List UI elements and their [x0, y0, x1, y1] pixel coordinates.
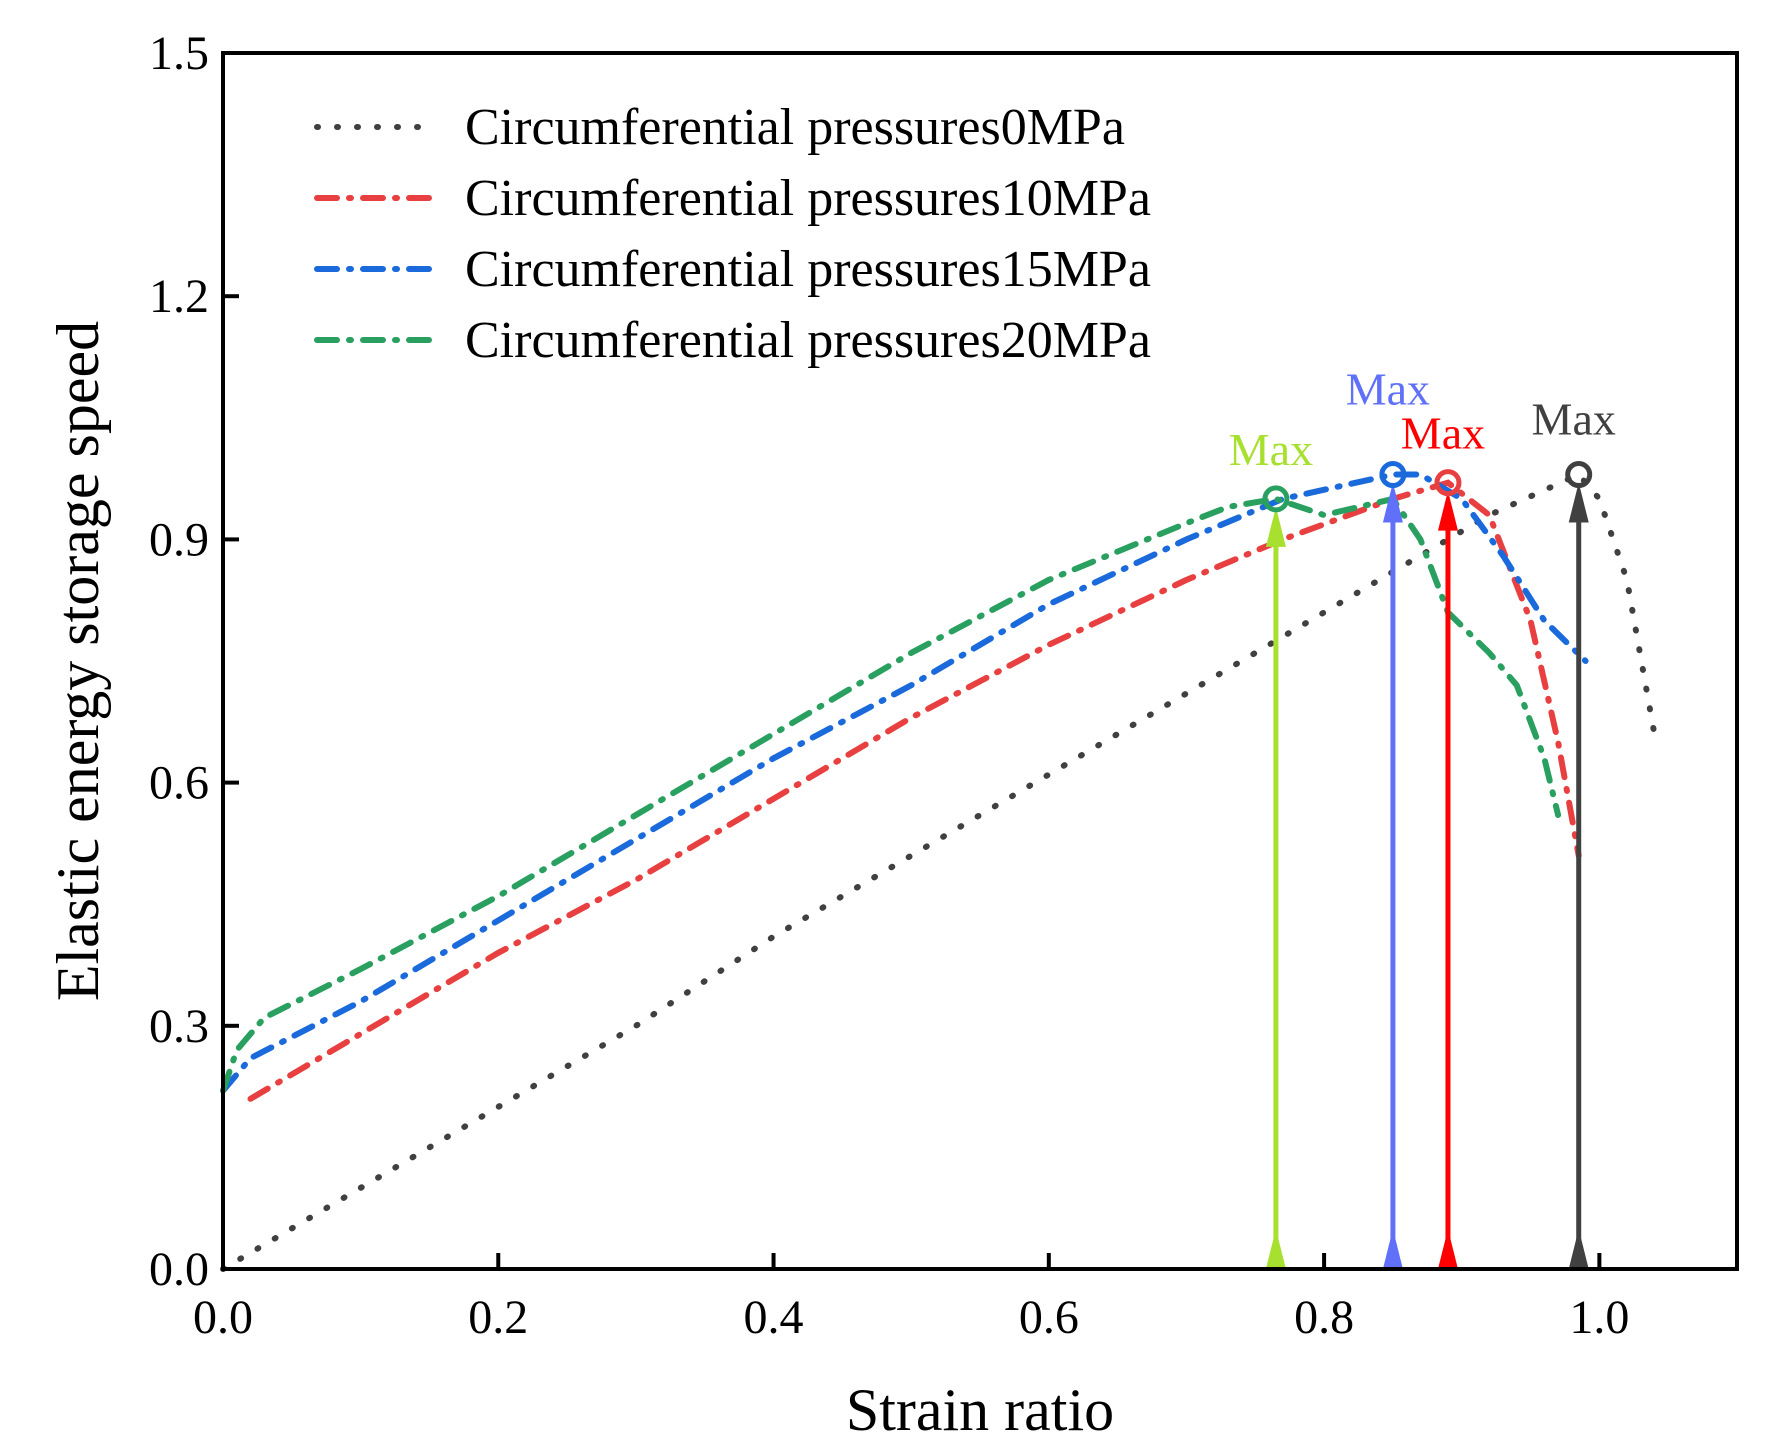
max-label: Max	[1401, 408, 1485, 459]
max-arrow-head-base	[1568, 1229, 1589, 1269]
x-tick-label: 0.6	[1019, 1291, 1079, 1344]
y-tick-label: 1.5	[149, 27, 209, 80]
max-marker	[1565, 461, 1593, 489]
legend: Circumferential pressures0MPa Circumferen…	[314, 99, 1151, 369]
max-label: Max	[1532, 394, 1616, 445]
max-marker	[1434, 469, 1462, 497]
series-line-0	[220, 470, 1658, 1272]
max-arrow-head-up	[1382, 482, 1403, 523]
y-tick-label: 0.9	[149, 513, 209, 566]
legend-label: Circumferential pressures10MPa	[465, 170, 1151, 227]
max-label: Max	[1229, 424, 1313, 475]
axis-ticks: 0.0 0.2 0.4 0.6 0.8 1.0 0.0 0.3 0.6 0.9 1.2 1.5	[149, 27, 1629, 1344]
legend-label: Circumferential pressures0MPa	[465, 99, 1125, 156]
y-axis-label: Elastic energy storage speed	[45, 321, 111, 1001]
max-arrow-head-up	[1265, 506, 1286, 547]
legend-label: Circumferential pressures15MPa	[465, 241, 1151, 298]
x-tick-label: 0.2	[468, 1291, 528, 1344]
plot-frame	[221, 51, 1739, 1271]
y-tick-label: 0.0	[149, 1243, 209, 1296]
max-arrow-head-up	[1437, 490, 1458, 531]
x-tick-label: 0.4	[744, 1291, 804, 1344]
series-line-3	[220, 495, 1562, 1094]
max-marker	[1262, 485, 1290, 513]
x-tick-label: 0.8	[1294, 1291, 1354, 1344]
y-tick-label: 0.6	[149, 757, 209, 810]
x-tick-label: 1.0	[1569, 1291, 1629, 1344]
x-axis-label: Strain ratio	[846, 1377, 1114, 1443]
legend-label: Circumferential pressures20MPa	[465, 312, 1151, 369]
x-tick-label: 0.0	[193, 1291, 253, 1344]
max-arrow-head-base	[1382, 1229, 1403, 1269]
max-label: Max	[1346, 364, 1430, 415]
series-line-1	[247, 479, 1582, 1102]
y-tick-label: 0.3	[149, 1000, 209, 1053]
max-arrow-head-up	[1568, 482, 1589, 523]
max-arrow-head-base	[1265, 1229, 1286, 1269]
max-marker	[1379, 461, 1407, 489]
y-tick-label: 1.2	[149, 270, 209, 323]
max-arrow-head-base	[1437, 1229, 1458, 1269]
series-line-2	[220, 471, 1589, 1094]
